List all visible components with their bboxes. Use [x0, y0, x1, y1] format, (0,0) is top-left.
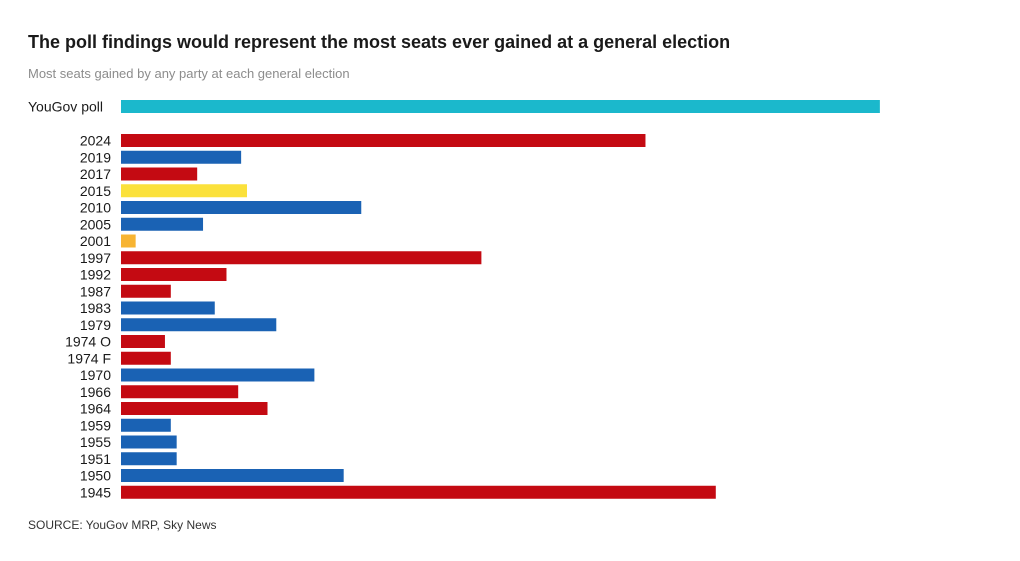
bar-1979 [121, 318, 277, 332]
label-1970: 1970 [80, 367, 111, 383]
bar-1992 [121, 268, 227, 281]
bar-yougov-poll [121, 100, 880, 113]
chart-subtitle: Most seats gained by any party at each g… [28, 66, 350, 81]
label-yougov-poll: YouGov poll [28, 99, 103, 115]
bars [121, 100, 880, 499]
label-1945: 1945 [80, 484, 111, 500]
bar-1987 [121, 284, 171, 298]
bar-1974-o [121, 335, 165, 348]
bar-1955 [121, 435, 177, 449]
bar-1945 [121, 485, 716, 499]
label-1974-o: 1974 O [65, 334, 111, 350]
bar-1997 [121, 251, 482, 265]
label-1950: 1950 [80, 468, 111, 484]
label-1951: 1951 [80, 451, 111, 467]
label-2015: 2015 [80, 183, 111, 199]
label-2017: 2017 [80, 166, 111, 182]
y-axis-labels: YouGov poll20242019201720152010200520011… [28, 99, 111, 501]
label-1979: 1979 [80, 317, 111, 333]
label-1992: 1992 [80, 267, 111, 283]
label-1983: 1983 [80, 300, 111, 316]
label-1974-f: 1974 F [67, 350, 111, 366]
bar-1974-f [121, 351, 171, 365]
label-2010: 2010 [80, 200, 111, 216]
bar-2001 [121, 234, 136, 248]
bar-1951 [121, 452, 177, 466]
bar-2005 [121, 217, 204, 231]
label-1964: 1964 [80, 401, 111, 417]
label-1987: 1987 [80, 283, 111, 299]
bar-1970 [121, 368, 315, 382]
label-1997: 1997 [80, 250, 111, 266]
label-2001: 2001 [80, 233, 111, 249]
bar-1950 [121, 469, 344, 482]
bar-1983 [121, 301, 215, 315]
bar-1964 [121, 402, 268, 415]
label-1955: 1955 [80, 434, 111, 450]
label-2024: 2024 [80, 133, 111, 149]
label-2005: 2005 [80, 216, 111, 232]
source-note: SOURCE: YouGov MRP, Sky News [28, 518, 217, 532]
bar-2015 [121, 184, 247, 198]
label-1966: 1966 [80, 384, 111, 400]
bar-2017 [121, 167, 198, 181]
bar-2010 [121, 201, 362, 214]
bar-1966 [121, 385, 239, 399]
bar-1959 [121, 418, 171, 432]
label-2019: 2019 [80, 149, 111, 165]
chart-title: The poll findings would represent the mo… [28, 32, 731, 52]
label-1959: 1959 [80, 417, 111, 433]
bar-2024 [121, 134, 646, 147]
bar-2019 [121, 150, 242, 164]
